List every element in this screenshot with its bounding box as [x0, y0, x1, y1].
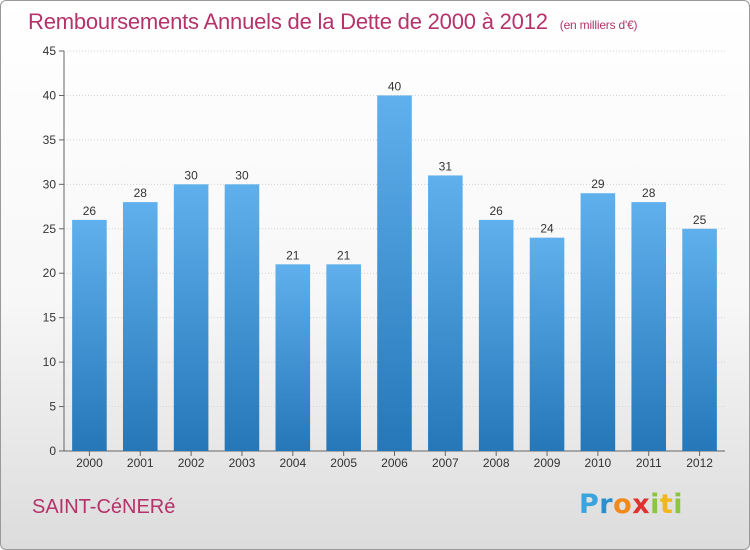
- x-tick-label-2007: 2007: [432, 456, 459, 470]
- x-tick-label-2001: 2001: [127, 456, 154, 470]
- logo-letter: P: [579, 489, 600, 520]
- bar-2009: [529, 237, 565, 451]
- proxiti-logo: Proxiti: [579, 489, 683, 520]
- y-tick-label: 35: [43, 133, 57, 147]
- x-tick-label-2004: 2004: [279, 456, 306, 470]
- data-label-2007: 31: [439, 159, 453, 173]
- y-tick-label: 5: [49, 400, 56, 414]
- data-label-2002: 30: [184, 168, 198, 182]
- bar-2002: [173, 184, 209, 452]
- title-text: Remboursements Annuels de la Dette de 20…: [28, 9, 548, 34]
- labels: 26 2000 28 2001 30 2002 30 2003 21 2004 21 2005 40 20…: [76, 79, 713, 470]
- y-tick-label: 40: [43, 88, 57, 102]
- bar-2003: [224, 184, 260, 452]
- bar-2012: [682, 228, 717, 451]
- y-tick-label: 25: [43, 222, 57, 236]
- logo-letter: t: [659, 489, 674, 520]
- bar-2000: [72, 219, 107, 451]
- y-tick-label: 30: [43, 177, 57, 191]
- y-tick-label: 10: [43, 355, 57, 369]
- data-label-2005: 21: [337, 248, 351, 262]
- bar-2005: [326, 264, 361, 451]
- logo-letter: i: [673, 489, 684, 520]
- bars: [72, 95, 717, 452]
- logo-letter: r: [599, 489, 614, 520]
- data-label-2004: 21: [286, 248, 300, 262]
- bar-2008: [478, 219, 514, 451]
- data-label-2001: 28: [134, 186, 148, 200]
- x-tick-label-2005: 2005: [330, 456, 357, 470]
- chart-title: Remboursements Annuels de la Dette de 20…: [28, 9, 638, 35]
- logo-letter: i: [650, 489, 660, 520]
- x-tick-label-2011: 2011: [636, 456, 662, 470]
- x-tick-label-2000: 2000: [76, 456, 103, 470]
- y-tick-label: 20: [43, 266, 57, 280]
- bar-2011: [631, 202, 667, 451]
- data-label-2003: 30: [235, 168, 249, 182]
- city-name: SAINT-CéNERé: [32, 496, 176, 518]
- logo-letter: x: [632, 489, 651, 520]
- x-tick-label-2002: 2002: [178, 456, 205, 470]
- x-tick-label-2003: 2003: [229, 456, 256, 470]
- bar-2006: [377, 95, 412, 451]
- bar-2004: [275, 264, 311, 451]
- logo-letter: o: [613, 489, 633, 520]
- x-tick-label-2006: 2006: [381, 456, 408, 470]
- data-label-2012: 25: [693, 213, 707, 227]
- data-label-2000: 26: [83, 204, 97, 218]
- data-label-2008: 26: [490, 204, 504, 218]
- bar-2007: [428, 175, 463, 451]
- x-tick-label-2010: 2010: [585, 456, 612, 470]
- y-tick-label: 15: [43, 311, 57, 325]
- bar-2001: [122, 202, 158, 451]
- y-tick-label: 45: [43, 44, 57, 58]
- y-tick-label: 0: [49, 444, 56, 458]
- x-tick-label-2008: 2008: [483, 456, 510, 470]
- data-label-2006: 40: [388, 79, 402, 93]
- title-unit: (en milliers d'€): [559, 18, 638, 32]
- bar-2010: [580, 193, 616, 451]
- data-label-2011: 28: [642, 186, 656, 200]
- data-label-2010: 29: [591, 177, 605, 191]
- data-label-2009: 24: [540, 222, 554, 236]
- x-tick-label-2012: 2012: [686, 456, 713, 470]
- x-tick-label-2009: 2009: [534, 456, 561, 470]
